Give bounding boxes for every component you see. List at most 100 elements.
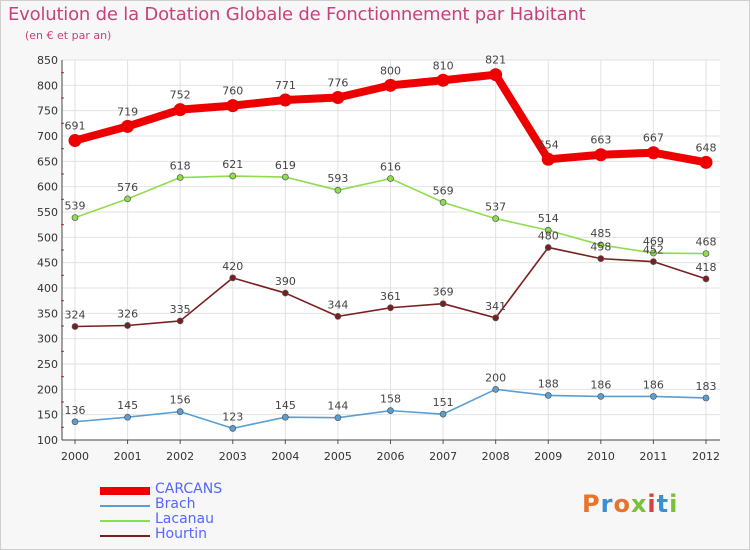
data-label-hourtin: 418 <box>696 261 717 274</box>
data-point-carcans <box>646 146 660 160</box>
data-point-carcans <box>436 73 450 87</box>
data-point-lacanau <box>650 249 657 257</box>
logo-letter: x <box>630 490 648 518</box>
y-tick-label: 400 <box>37 282 58 295</box>
data-label-brach: 136 <box>65 404 86 417</box>
data-point-carcans <box>121 119 135 133</box>
x-tick-label: 2007 <box>429 450 457 463</box>
data-point-hourtin <box>544 244 552 251</box>
data-label-brach: 186 <box>643 378 664 391</box>
data-point-lacanau <box>702 250 710 257</box>
y-tick-label: 500 <box>37 231 58 244</box>
data-point-carcans <box>489 68 503 82</box>
x-tick-label: 2000 <box>61 450 89 463</box>
data-label-carcans: 663 <box>590 134 611 147</box>
logo-letter: P <box>582 490 601 518</box>
y-tick-label: 200 <box>37 383 58 396</box>
data-point-hourtin <box>334 313 342 320</box>
data-point-hourtin <box>492 314 500 322</box>
y-tick-label: 250 <box>37 358 58 371</box>
data-label-lacanau: 469 <box>643 235 664 248</box>
legend-label-hourtin: Hourtin <box>155 526 207 542</box>
data-point-brach <box>176 408 184 415</box>
logo-letter: t <box>656 490 670 518</box>
data-point-lacanau <box>229 172 237 180</box>
data-point-lacanau <box>597 241 605 249</box>
y-tick-label: 800 <box>37 79 58 92</box>
x-tick-label: 2012 <box>692 450 720 463</box>
data-label-carcans: 667 <box>643 132 664 145</box>
data-point-brach <box>544 392 552 399</box>
data-point-hourtin <box>439 300 447 308</box>
logo-letter: i <box>669 490 679 518</box>
legend-swatch-hourtin <box>100 535 150 537</box>
data-point-brach <box>71 418 79 426</box>
data-label-brach: 123 <box>222 410 243 423</box>
y-tick-label: 300 <box>37 333 58 346</box>
logo-letter: r <box>600 490 614 518</box>
data-label-brach: 145 <box>275 399 296 412</box>
legend-label-lacanau: Lacanau <box>155 511 214 527</box>
data-label-hourtin: 420 <box>222 260 243 273</box>
x-tick-label: 2009 <box>534 450 562 463</box>
y-tick-label: 700 <box>37 130 58 143</box>
x-tick-label: 2006 <box>377 450 405 463</box>
data-label-carcans: 800 <box>380 64 401 77</box>
data-point-brach <box>492 385 500 393</box>
data-label-carcans: 771 <box>275 79 296 92</box>
y-tick-label: 600 <box>37 181 58 194</box>
data-label-hourtin: 344 <box>327 298 348 311</box>
x-tick-label: 2010 <box>587 450 615 463</box>
legend-label-carcans: CARCANS <box>155 481 223 497</box>
chart-title: Evolution de la Dotation Globale de Fonc… <box>8 4 586 25</box>
data-point-lacanau <box>124 195 131 203</box>
data-label-lacanau: 537 <box>485 201 506 214</box>
data-label-hourtin: 324 <box>65 309 86 322</box>
y-tick-label: 150 <box>37 409 58 422</box>
y-tick-label: 550 <box>37 206 58 219</box>
data-label-carcans: 654 <box>538 138 559 151</box>
data-point-hourtin <box>71 323 79 330</box>
proxiti-logo: Proxiti <box>582 490 678 518</box>
logo-letter: o <box>613 490 631 518</box>
data-point-lacanau <box>334 186 342 194</box>
x-tick-label: 2001 <box>114 450 142 463</box>
x-tick-label: 2011 <box>639 450 667 463</box>
data-point-brach <box>281 413 289 421</box>
data-label-brach: 151 <box>433 396 454 409</box>
data-point-lacanau <box>281 173 289 181</box>
data-label-hourtin: 458 <box>590 241 611 254</box>
data-label-hourtin: 369 <box>433 286 454 299</box>
data-point-brach <box>124 413 131 421</box>
data-label-hourtin: 335 <box>170 303 191 316</box>
data-point-carcans <box>278 93 292 107</box>
data-point-carcans <box>594 148 608 162</box>
data-point-brach <box>650 393 657 400</box>
data-label-lacanau: 618 <box>170 160 191 173</box>
data-label-hourtin: 326 <box>117 307 138 320</box>
data-point-carcans <box>173 103 187 117</box>
data-label-lacanau: 468 <box>696 236 717 249</box>
data-label-lacanau: 576 <box>117 181 138 194</box>
data-label-carcans: 810 <box>433 59 454 72</box>
data-point-lacanau <box>439 199 447 206</box>
x-tick-label: 2004 <box>271 450 299 463</box>
data-point-brach <box>334 414 342 422</box>
data-point-carcans <box>68 134 82 148</box>
data-label-lacanau: 569 <box>433 184 454 197</box>
data-point-brach <box>387 407 394 414</box>
data-point-lacanau <box>387 175 394 182</box>
data-label-brach: 158 <box>380 393 401 406</box>
data-point-hourtin <box>176 317 184 325</box>
data-point-hourtin <box>387 304 394 312</box>
data-label-brach: 144 <box>327 400 348 413</box>
data-label-lacanau: 619 <box>275 159 296 172</box>
data-label-hourtin: 452 <box>643 244 664 257</box>
data-label-hourtin: 361 <box>380 290 401 303</box>
x-tick-label: 2005 <box>324 450 352 463</box>
y-tick-label: 100 <box>37 434 58 447</box>
data-label-lacanau: 593 <box>327 172 348 185</box>
data-point-brach <box>702 394 710 402</box>
data-point-lacanau <box>544 226 552 234</box>
data-label-brach: 200 <box>485 371 506 384</box>
